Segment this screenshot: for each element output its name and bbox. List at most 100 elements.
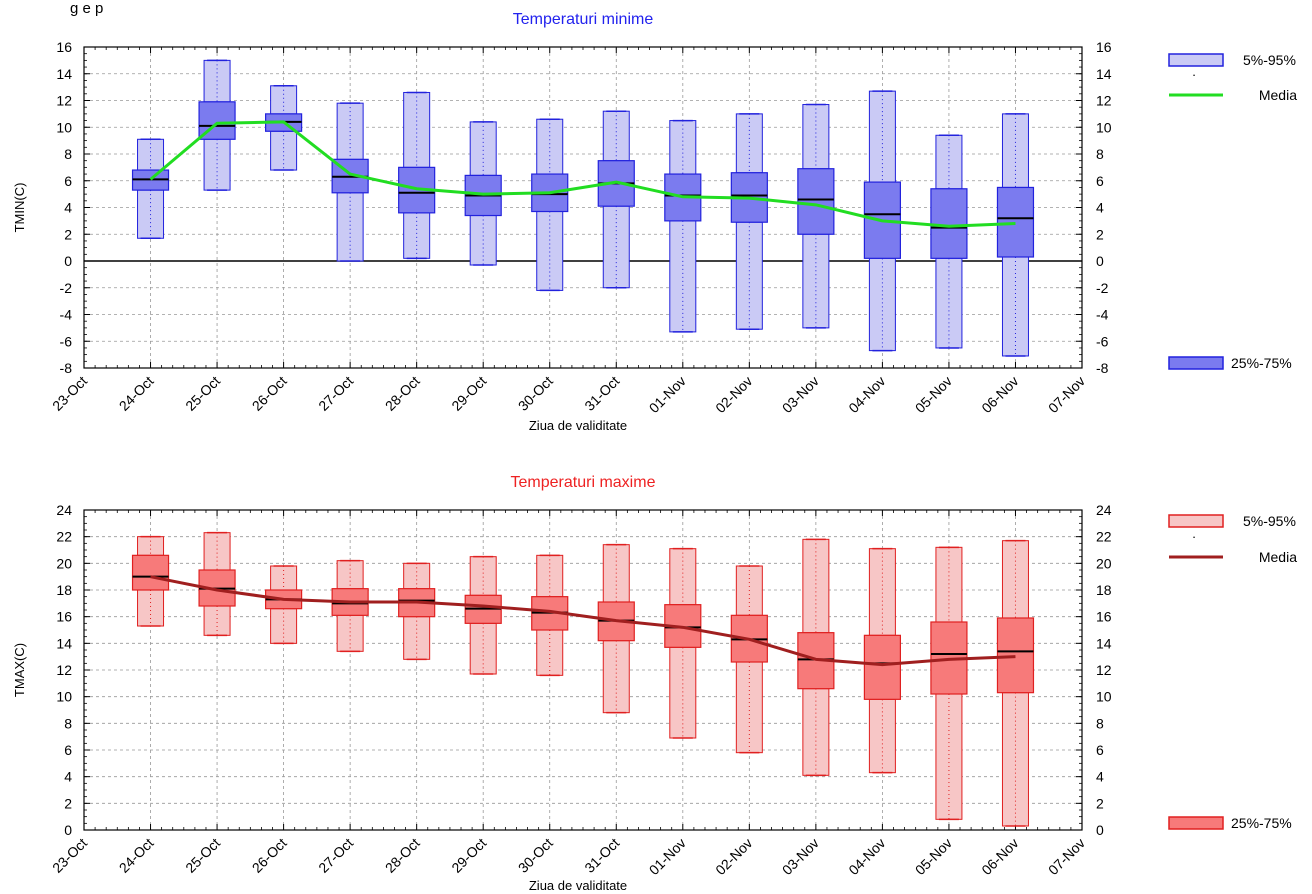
tmin-y-tick-label-left: -4 [60,307,73,323]
tmin-whisker-band-upper [137,138,165,171]
tmin-y-tick-label-right: 14 [1096,66,1112,82]
tmax-x-tick-label: 31-Oct [581,835,622,876]
tmin-box-25-75 [996,186,1035,258]
tmin-y-tick-label-right: 12 [1096,93,1112,109]
tmin-x-tick-label: 02-Nov [712,373,755,416]
tmax-y-tick-label-left: 8 [64,715,72,731]
tmax-box-25-75 [863,634,902,700]
tmax-chart-title: Temperaturi maxime [511,474,656,491]
tmin-y-tick-label-right: 4 [1096,200,1104,216]
tmax-legend-label-25-75: 25%-75% [1231,815,1292,831]
tmin-y-tick-label-right: -2 [1096,280,1109,296]
tmin-x-axis-label: Ziua de validitate [529,418,627,433]
tmin-legend: 5%-95%. Media 25%-75% [1168,52,1297,371]
tmin-y-tick-label-right: 8 [1096,146,1104,162]
tmax-y-tick-label-right: 20 [1096,555,1112,571]
tmax-y-tick-label-left: 2 [64,795,72,811]
tmin-x-tick-label: 07-Nov [1045,373,1088,416]
tmax-y-tick-label-right: 8 [1096,715,1104,731]
tmin-whisker-band-upper [735,113,763,174]
tmin-y-tick-label-right: -4 [1096,307,1109,323]
tmin-legend-label-5-95: 5%-95% [1243,52,1296,68]
tmin-box-25-75 [930,188,968,259]
tmax-x-tick-label: 03-Nov [779,835,822,878]
tmin-x-tick-label: 24-Oct [116,373,157,414]
tmin-y-tick-label-left: 8 [64,146,72,162]
tmin-y-tick-label-left: 10 [56,119,72,135]
tmax-y-tick-label-left: 14 [56,635,72,651]
tmin-x-tick-label: 27-Oct [315,373,356,414]
tmax-x-tick-label: 01-Nov [646,835,689,878]
tmin-x-tick-label: 23-Oct [49,373,90,414]
tmax-x-tick-label: 06-Nov [978,835,1021,878]
tmax-legend: 5%-95%. Media 25%-75% [1168,513,1297,831]
tmin-chart: 16 16 14 14 12 12 10 10 8 8 6 6 4 4 2 2 0 0 -2 -2 -4 -4 -6 -6 -8… [12,11,1297,433]
tmin-x-tick-label: 31-Oct [581,373,622,414]
tmax-whisker-band-lower [137,589,165,627]
tmax-x-axis-label: Ziua de validitate [529,878,627,893]
tmin-y-tick-label-left: -2 [60,280,73,296]
tmax-whisker-band-lower [1001,692,1029,827]
tmax-legend-label-mean: Media [1259,549,1297,565]
tmax-y-tick-label-right: 14 [1096,635,1112,651]
tmin-x-tick-label: 28-Oct [382,373,423,414]
tmin-whisker-band-upper [868,90,896,183]
tmin-whisker-band-lower [336,192,364,262]
tmax-y-tick-label-left: 16 [56,609,72,625]
tmin-y-tick-label-right: 10 [1096,119,1112,135]
tmax-y-tick-label-left: 4 [64,769,72,785]
tmin-legend-swatch-5-95 [1168,53,1224,67]
tmin-y-tick-label-right: 2 [1096,226,1104,242]
tmax-y-tick-label-right: 4 [1096,769,1104,785]
tmax-whisker-band-upper [802,538,830,634]
tmax-whisker-band-lower [935,693,963,820]
tmax-y-tick-label-right: 10 [1096,689,1112,705]
tmax-y-tick-label-left: 10 [56,689,72,705]
tmin-x-tick-label: 03-Nov [779,373,822,416]
tmin-whisker-band-lower [203,138,231,191]
tmin-x-tick-label: 26-Oct [249,373,290,414]
tmin-y-tick-label-left: 16 [56,39,72,55]
tmax-y-tick-label-right: 24 [1096,502,1112,518]
tmax-whisker-band-upper [935,546,963,623]
tmax-legend-dot: . [1192,526,1196,541]
tmin-legend-label-25-75: 25%-75% [1231,355,1292,371]
tmax-x-tick-label: 02-Nov [712,835,755,878]
tmin-x-tick-label: 05-Nov [912,373,955,416]
tmin-y-tick-label-right: 16 [1096,39,1112,55]
tmax-x-tick-label: 04-Nov [845,835,888,878]
tmin-y-tick-label-left: -8 [60,360,73,376]
tmax-whisker-band-lower [403,616,431,660]
tmin-whisker-band-upper [403,91,431,168]
tmax-whisker-band-lower [536,629,564,676]
tmax-y-tick-label-right: 12 [1096,662,1112,678]
tmax-y-tick-label-left: 12 [56,662,72,678]
tmax-y-tick-label-left: 0 [64,822,72,838]
tmax-y-tick-label-left: 22 [56,529,72,545]
tmax-x-tick-label: 23-Oct [49,835,90,876]
tmax-whisker-band-upper [137,536,165,556]
tmin-legend-label-mean: Media [1259,87,1297,103]
tmin-y-tick-label-left: 12 [56,93,72,109]
tmax-y-axis-label: TMAX(C) [12,643,27,697]
tmin-mean-line [149,120,1016,228]
tmin-legend-dot: . [1192,64,1196,79]
tmax-x-tick-label: 24-Oct [116,835,157,876]
tmax-y-tick-label-right: 0 [1096,822,1104,838]
tmax-whisker-band-lower [669,646,697,739]
tmax-x-tick-label: 27-Oct [315,835,356,876]
tmin-legend-swatch-25-75 [1168,356,1224,370]
tmax-legend-label-5-95: 5%-95% [1243,513,1296,529]
tmin-y-tick-label-right: -8 [1096,360,1109,376]
tmin-x-tick-label: 30-Oct [515,373,556,414]
tmax-y-tick-label-right: 22 [1096,529,1112,545]
tmax-y-tick-label-left: 6 [64,742,72,758]
tmin-y-tick-label-left: 4 [64,200,72,216]
tmin-whisker-band-lower [868,257,896,352]
tmax-y-tick-label-right: 6 [1096,742,1104,758]
tmax-whisker-band-lower [336,614,364,652]
tmin-y-tick-label-left: 2 [64,226,72,242]
tmax-x-tick-label: 28-Oct [382,835,423,876]
tmin-y-tick-label-right: 6 [1096,173,1104,189]
tmax-whisker-band-lower [270,608,298,644]
